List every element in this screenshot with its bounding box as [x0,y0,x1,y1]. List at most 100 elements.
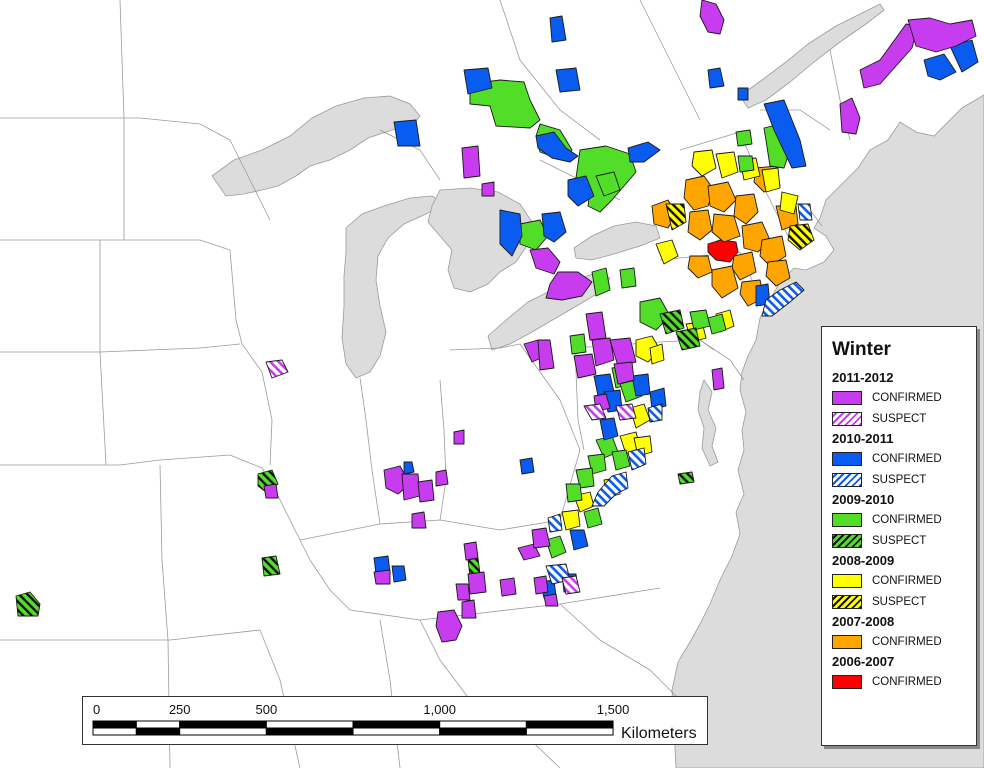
lake-ontario [573,221,661,261]
county-purple [613,361,635,385]
scale-tick-label: 1,500 [597,702,630,717]
legend-group: 2011-2012 CONFIRMED SUSPECT [832,370,966,428]
county-purple [531,527,551,549]
county-blue-suspect [797,203,813,221]
legend-label: CONFIRMED [872,392,942,404]
county-purple-suspect [615,403,637,421]
county-yellow-suspect [665,203,687,231]
county-blue [599,417,619,441]
legend-group: 2008-2009 CONFIRMED SUSPECT [832,553,966,611]
county-green-suspect [15,591,41,617]
county-purple [481,181,495,197]
county-orange [707,181,737,213]
scale-segment [92,727,137,736]
chesapeake-bay [697,379,719,467]
legend-swatch-solid [832,675,862,689]
legend-year: 2008-2009 [832,553,895,568]
legend-year: 2009-2010 [832,492,895,507]
legend-group: 2010-2011 CONFIRMED SUSPECT [832,431,966,489]
legend-entry: CONFIRMED [832,450,966,468]
county-purple [609,337,637,367]
legend-group: 2009-2010 CONFIRMED SUSPECT [832,492,966,550]
legend-swatch-hatched [832,534,862,548]
legend-entry: SUSPECT [832,410,966,428]
legend-label: CONFIRMED [872,575,942,587]
county-orange [711,213,741,243]
scale-segment [135,720,181,729]
county-purple [463,541,479,561]
county-orange [687,209,713,241]
legend-label: CONFIRMED [872,514,942,526]
scale-segment [525,720,614,729]
scale-segment [265,727,354,736]
legend-entry: CONFIRMED [832,633,966,651]
legend-group: 2006-2007 CONFIRMED [832,654,966,691]
county-green [735,129,753,147]
county-blue [463,67,493,95]
legend-swatch-hatched [832,473,862,487]
legend-year: 2011-2012 [832,370,894,385]
county-yellow-suspect [787,223,815,251]
county-blue [403,461,415,475]
legend-entry: CONFIRMED [832,673,966,691]
legend-entry: CONFIRMED [832,572,966,590]
county-blue [923,53,957,81]
county-green [545,535,567,559]
legend-swatch-hatched [832,412,862,426]
scale-tick-label: 1,000 [423,702,456,717]
county-purple [573,353,597,379]
county-yellow [779,191,799,215]
county-green-suspect [261,555,281,577]
county-purple [537,339,555,371]
county-purple [711,367,725,391]
county-blue-suspect [547,513,563,533]
legend-entry: CONFIRMED [832,389,966,407]
scale-segment [92,720,137,729]
county-purple-suspect [265,359,289,379]
county-green [595,171,621,197]
county-purple [453,429,465,445]
county-blue [707,67,725,89]
legend-swatch-solid [832,391,862,405]
county-blue [391,565,407,583]
county-purple [417,479,435,503]
county-purple [585,311,607,341]
county-orange [733,193,759,225]
county-purple [529,247,561,275]
county-green [611,449,631,471]
county-green-suspect [659,309,685,335]
county-purple [859,23,919,89]
county-green [689,309,711,331]
lake-michigan [341,195,445,379]
scale-segment [352,727,441,736]
county-purple [839,97,861,135]
county-purple [467,571,487,595]
scale-bar: 0 250 500 1,000 1,500 Kilometers [82,696,708,745]
county-purple [591,337,615,367]
county-blue [519,457,535,475]
county-blue-suspect [761,281,805,317]
county-purple [373,569,391,585]
scale-tick-label: 250 [169,702,191,717]
scale-segment [265,720,354,729]
legend-swatch-solid [832,635,862,649]
county-orange [711,265,739,299]
legend-swatch-solid [832,452,862,466]
county-yellow [691,149,717,177]
legend-groups: 2011-2012 CONFIRMED SUSPECT 2010-2011 CONFIR… [832,370,966,691]
county-purple-suspect [583,403,607,421]
st-lawrence-river [739,3,885,109]
county-blue [763,99,807,169]
county-orange [765,259,791,287]
legend-entry: CONFIRMED [832,511,966,529]
legend-entry: SUSPECT [832,471,966,489]
legend-label: SUSPECT [872,413,927,425]
legend-label: SUSPECT [872,535,927,547]
legend: Winter 2011-2012 CONFIRMED SUSPECT 2010-201… [821,326,977,746]
county-purple [543,593,559,607]
scale-tick-label: 500 [255,702,277,717]
scale-tick-label: 0 [93,702,100,717]
county-purple [461,145,481,179]
county-yellow [649,343,665,365]
county-purple [435,609,463,643]
